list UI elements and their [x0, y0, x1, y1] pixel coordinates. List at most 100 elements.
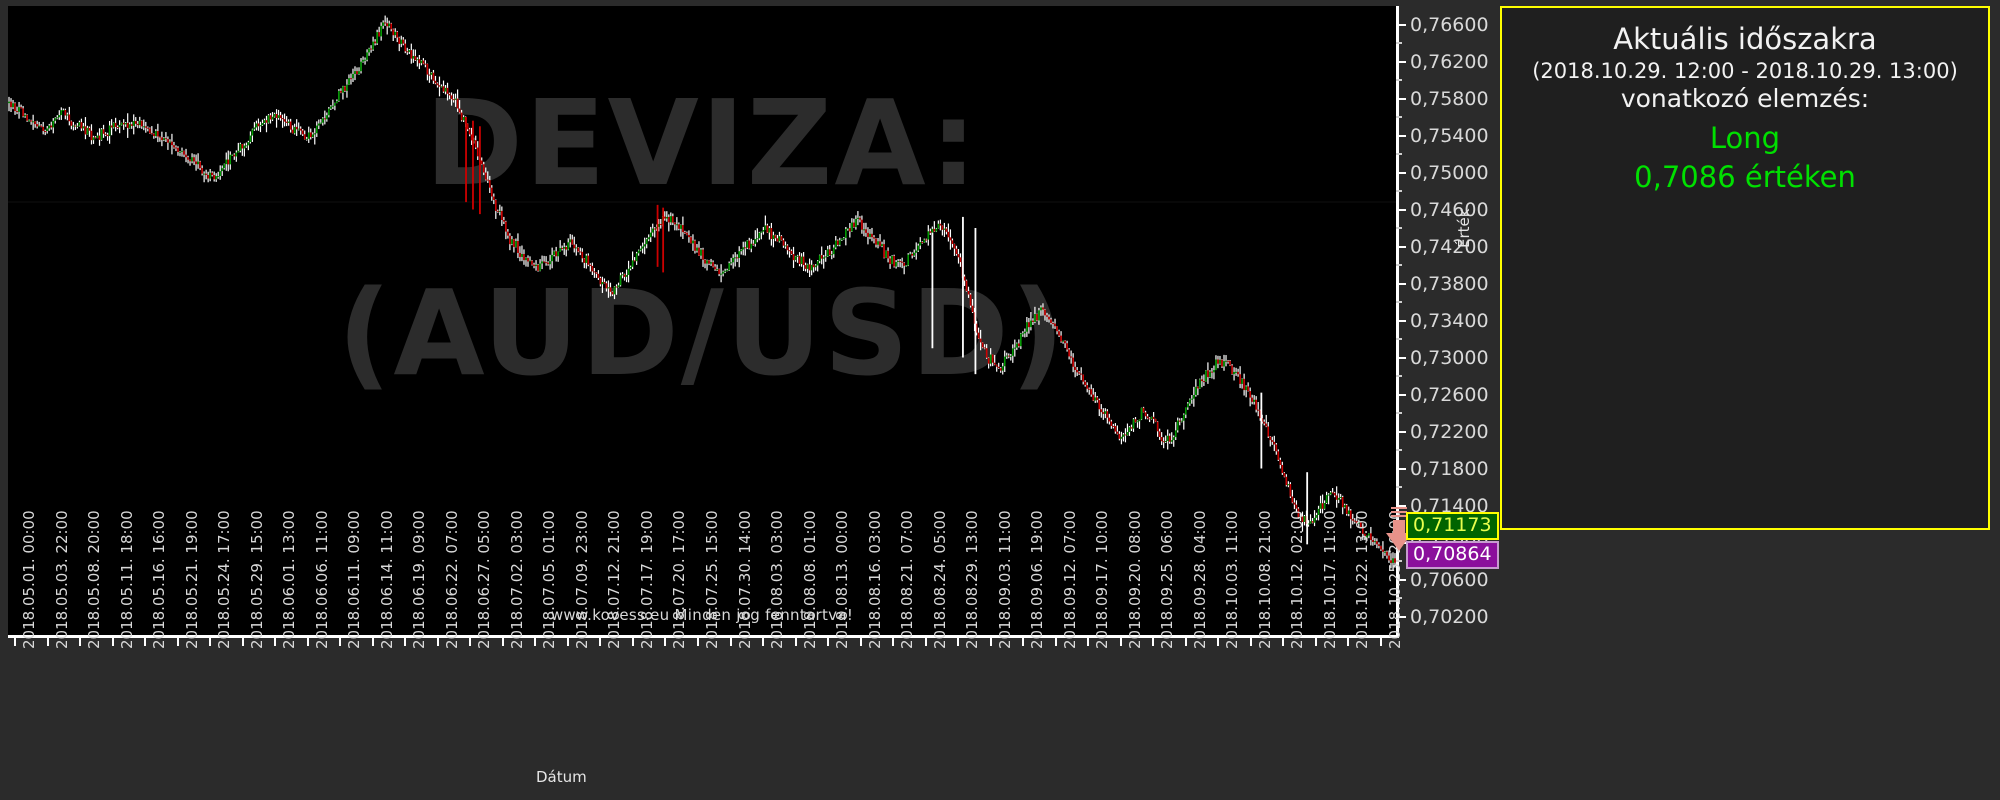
x-tick: [794, 635, 797, 646]
y-tick: [1396, 393, 1406, 396]
x-tick-label: 2018.05.03. 22:00: [52, 510, 71, 649]
x-tick: [111, 635, 114, 646]
x-tick-label: 2018.09.25. 06:00: [1158, 510, 1177, 649]
x-tick: [144, 635, 147, 646]
x-tick-label: 2018.07.20. 17:00: [670, 510, 689, 649]
x-tick-label: 2018.09.28. 04:00: [1190, 510, 1209, 649]
y-minor-tick: [1396, 486, 1402, 488]
y-tick-label: 0,75000: [1410, 161, 1489, 184]
copyright-note: www.kovess.eu Minden jog fenntartva!: [550, 606, 854, 624]
x-axis-line: [8, 635, 1396, 638]
y-tick: [1396, 356, 1406, 359]
panel-time-range: (2018.10.29. 12:00 - 2018.10.29. 13:00): [1532, 59, 1958, 83]
x-tick: [1022, 635, 1025, 646]
x-tick: [729, 635, 732, 646]
chart-card: DEVIZA: (AUD/USD) www.kovess.eu Minden j…: [8, 6, 1499, 786]
y-tick-label: 0,76200: [1410, 50, 1489, 73]
y-tick-label: 0,73800: [1410, 272, 1489, 295]
price-badge-current[interactable]: 0,70864: [1406, 541, 1499, 570]
x-tick: [1184, 635, 1187, 646]
x-tick-label: 2018.07.05. 01:00: [540, 510, 559, 649]
x-tick: [404, 635, 407, 646]
y-tick: [1396, 504, 1406, 507]
x-tick: [859, 635, 862, 646]
x-tick: [1282, 635, 1285, 646]
x-tick-label: 2018.07.25. 15:00: [703, 510, 721, 649]
x-tick: [1119, 635, 1122, 646]
panel-subtitle: vonatkozó elemzés:: [1620, 84, 1870, 113]
x-tick: [339, 635, 342, 646]
y-tick: [1396, 171, 1406, 174]
y-tick-label: 0,72200: [1410, 420, 1489, 443]
x-tick: [469, 635, 472, 646]
x-tick-label: 2018.10.03. 11:00: [1223, 510, 1242, 649]
x-tick: [79, 635, 82, 646]
x-tick-label: 2018.08.13. 00:00: [833, 510, 852, 649]
panel-title: Aktuális időszakra: [1613, 22, 1877, 56]
panel-value: 0,7086 értéken: [1634, 160, 1856, 194]
x-tick: [241, 635, 244, 646]
y-tick: [1396, 578, 1406, 581]
sell-arrow-marker: [1386, 507, 1412, 552]
y-tick: [1396, 430, 1406, 433]
x-tick-label: 2018.08.03. 03:00: [768, 510, 787, 649]
x-tick-label: 2018.10.08. 21:00: [1255, 510, 1274, 649]
x-tick-label: 2018.06.14. 11:00: [377, 510, 396, 649]
x-tick: [1347, 635, 1350, 646]
x-tick-label: 2018.05.21. 19:00: [182, 510, 201, 649]
price-badge-entry[interactable]: 0,71173: [1406, 512, 1499, 541]
y-minor-tick: [1396, 116, 1402, 118]
x-tick: [371, 635, 374, 646]
x-tick-label: 2018.05.24. 17:00: [215, 510, 234, 649]
x-tick: [697, 635, 699, 646]
x-tick: [924, 635, 927, 646]
x-tick: [14, 635, 16, 646]
x-tick: [892, 635, 895, 646]
x-tick-label: 2018.05.16. 16:00: [150, 510, 169, 649]
y-minor-tick: [1396, 375, 1402, 377]
y-tick: [1396, 97, 1406, 100]
panel-direction: Long: [1709, 121, 1781, 155]
x-tick-label: 2018.08.29. 13:00: [963, 510, 982, 649]
y-tick-label: 0,72600: [1410, 383, 1489, 406]
y-tick: [1396, 134, 1406, 137]
x-tick-label: 2018.08.24. 05:00: [930, 510, 949, 649]
x-tick: [664, 635, 667, 646]
y-tick: [1396, 60, 1406, 63]
x-tick: [501, 635, 504, 646]
y-axis-line: [1396, 6, 1399, 638]
x-tick-label: 2018.06.06. 11:00: [312, 510, 331, 649]
y-minor-tick: [1396, 79, 1402, 81]
x-tick-label: 2018.09.17. 10:00: [1093, 510, 1112, 649]
y-tick: [1396, 208, 1406, 211]
x-tick-label: 2018.09.06. 19:00: [1028, 510, 1047, 649]
y-tick: [1396, 467, 1406, 470]
y-tick-label: 0,74600: [1410, 198, 1489, 221]
x-tick: [827, 635, 830, 646]
y-minor-tick: [1396, 227, 1402, 229]
x-tick-label: 2018.07.12. 21:00: [605, 510, 624, 649]
x-tick-label: 2018.07.17. 19:00: [637, 510, 656, 649]
x-tick: [1314, 635, 1317, 646]
y-tick-label: 0,71800: [1410, 457, 1489, 480]
y-tick-label: 0,71400: [1410, 494, 1489, 517]
x-tick: [566, 635, 569, 646]
y-minor-tick: [1396, 412, 1402, 414]
x-tick-label: 2018.06.27. 05:00: [475, 510, 494, 649]
x-tick: [274, 635, 277, 646]
x-tick: [534, 635, 537, 646]
y-minor-tick: [1396, 449, 1402, 451]
x-tick-label: 2018.10.12. 02:00: [1288, 510, 1307, 649]
y-tick-label: 0,74200: [1410, 235, 1489, 258]
x-tick: [1087, 635, 1090, 646]
y-tick-label: 0,70200: [1410, 605, 1489, 628]
x-tick-label: 2018.06.22. 07:00: [442, 510, 461, 649]
y-minor-tick: [1396, 338, 1402, 340]
y-minor-tick: [1396, 597, 1402, 599]
x-tick-label: 2018.09.12. 07:00: [1060, 510, 1079, 649]
y-tick: [1396, 615, 1406, 618]
x-tick: [209, 635, 212, 646]
y-minor-tick: [1396, 264, 1402, 266]
y-tick-label: 0,73000: [1410, 346, 1489, 369]
